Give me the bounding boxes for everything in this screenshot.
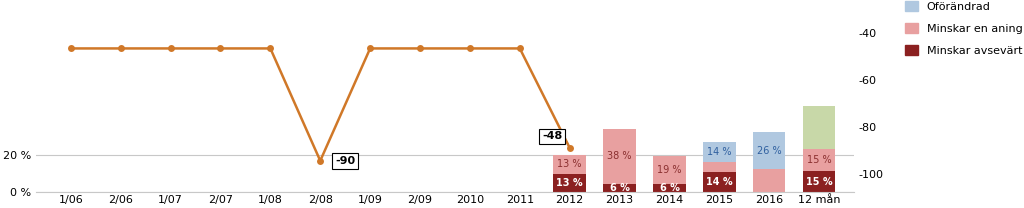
Text: 15 %: 15 %	[806, 177, 833, 187]
Text: -90: -90	[335, 156, 355, 166]
Bar	[554, 155, 586, 174]
Bar	[753, 169, 785, 192]
Bar	[703, 142, 735, 162]
Bar	[803, 149, 836, 171]
Bar	[603, 184, 636, 192]
Text: 13 %: 13 %	[557, 159, 582, 169]
Text: -48: -48	[543, 131, 562, 141]
Text: 6 %: 6 %	[659, 183, 679, 193]
Text: 14 %: 14 %	[708, 147, 731, 157]
Text: 26 %: 26 %	[757, 146, 781, 156]
Legend: Oförändrad, Minskar en aning, Minskar avsevärt: Oförändrad, Minskar en aning, Minskar av…	[904, 1, 1023, 56]
Text: 6 %: 6 %	[609, 183, 630, 193]
Bar	[753, 132, 785, 169]
Bar	[554, 174, 586, 192]
Text: 13 %: 13 %	[556, 178, 583, 188]
Bar	[653, 184, 686, 192]
Text: 14 %: 14 %	[706, 177, 732, 187]
Text: 19 %: 19 %	[657, 165, 682, 175]
Text: 38 %: 38 %	[607, 151, 632, 161]
Bar	[703, 172, 735, 192]
Bar	[603, 129, 636, 184]
Bar	[803, 106, 836, 149]
Bar	[653, 156, 686, 184]
Text: 15 %: 15 %	[807, 155, 831, 165]
Bar	[703, 162, 735, 172]
Bar	[803, 171, 836, 192]
